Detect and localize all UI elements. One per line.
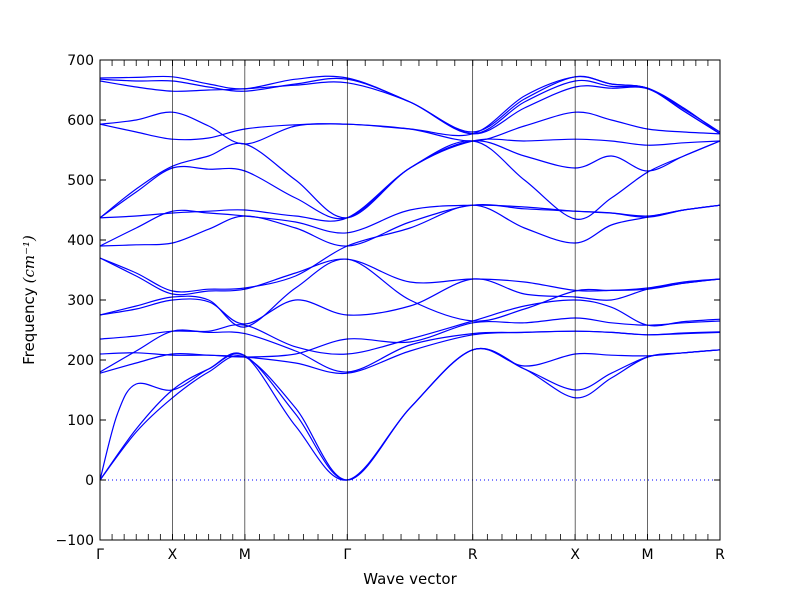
y-axis-label-unit: (cm⁻¹) — [20, 235, 38, 283]
y-tick-label: 0 — [85, 473, 94, 489]
k-point-separators — [172, 60, 648, 540]
y-axis-label: Frequency (cm⁻¹) — [20, 235, 38, 365]
x-tick-label: R — [715, 547, 725, 563]
x-tick-label: X — [168, 547, 178, 563]
y-tick-label: 200 — [67, 353, 94, 369]
x-tick-label: M — [239, 547, 251, 563]
band-series-group — [99, 75, 721, 481]
band-10 — [99, 257, 721, 296]
y-tick-label: −100 — [56, 533, 94, 549]
x-tick-label: Γ — [343, 547, 351, 563]
x-tick-label: R — [468, 547, 478, 563]
band-6 — [99, 317, 721, 358]
band-12 — [99, 204, 721, 247]
y-tick-label: 500 — [67, 173, 94, 189]
band-5 — [99, 329, 721, 373]
y-ticks: −100 0 100 200 300 400 500 600 700 — [56, 53, 720, 549]
band-3 — [99, 347, 721, 481]
y-axis-label-text: Frequency — [20, 287, 38, 365]
y-tick-label: 300 — [67, 293, 94, 309]
y-tick-label: 600 — [67, 113, 94, 129]
y-tick-label: 100 — [67, 413, 94, 429]
band-9 — [99, 258, 721, 328]
x-tick-label: M — [642, 547, 654, 563]
band-11 — [99, 204, 721, 293]
band-16 — [99, 138, 721, 219]
x-axis-label: Wave vector — [363, 570, 457, 588]
band-13 — [99, 204, 721, 247]
y-tick-label: 400 — [67, 233, 94, 249]
band-21 — [99, 75, 721, 133]
y-tick-label: 700 — [67, 53, 94, 69]
x-tick-label: Γ — [96, 547, 104, 563]
band-8 — [99, 278, 721, 325]
band-7 — [99, 299, 721, 355]
x-tick-label: X — [570, 547, 580, 563]
plot-frame — [99, 59, 721, 541]
